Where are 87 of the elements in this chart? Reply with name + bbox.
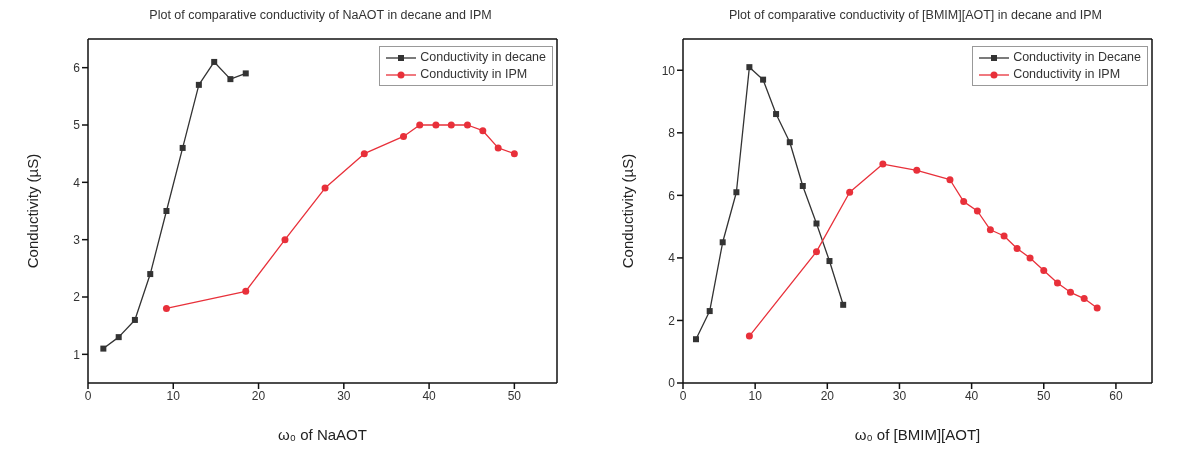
y-tick-label: 2 — [668, 313, 676, 328]
point — [1013, 245, 1021, 253]
y-tick-label: 4 — [668, 251, 676, 266]
point — [211, 58, 218, 65]
point — [494, 144, 502, 152]
point — [242, 70, 249, 77]
point — [692, 336, 699, 343]
x-axis-title: ω₀ of [BMIM][AOT] — [854, 426, 981, 443]
y-tick-label: 0 — [668, 376, 676, 391]
x-tick-label: 40 — [964, 388, 979, 403]
point — [946, 176, 954, 184]
point — [510, 150, 518, 158]
point — [416, 121, 424, 129]
point — [973, 207, 981, 215]
point — [846, 188, 854, 196]
point — [321, 184, 329, 192]
y-tick-label: 5 — [73, 118, 81, 133]
point — [1026, 254, 1034, 262]
x-tick-label: 10 — [166, 388, 181, 403]
point — [1066, 288, 1074, 296]
x-tick-label: 10 — [748, 388, 763, 403]
x-tick-label: 0 — [84, 388, 92, 403]
point — [799, 182, 806, 189]
point — [179, 144, 186, 151]
point — [826, 258, 833, 265]
y-tick-label: 10 — [661, 63, 676, 78]
point — [1053, 279, 1061, 287]
point — [706, 308, 713, 315]
x-tick-label: 50 — [507, 388, 522, 403]
x-tick-label: 20 — [251, 388, 266, 403]
point — [1093, 304, 1101, 312]
y-tick-label: 3 — [73, 232, 81, 247]
y-tick-label: 8 — [668, 126, 676, 141]
legend-label: Conductivity in IPM — [420, 66, 528, 83]
point — [840, 301, 847, 308]
point — [432, 121, 440, 129]
chart-title: Plot of comparative conductivity of NaAOT in decane and IPM — [148, 8, 493, 24]
y-tick-label: 2 — [73, 290, 81, 305]
point — [746, 64, 753, 71]
y-axis-title: Conductivity (µS) — [24, 153, 42, 269]
x-tick-label: 30 — [892, 388, 907, 403]
x-tick-label: 40 — [422, 388, 437, 403]
point — [227, 76, 234, 83]
x-tick-label: 0 — [679, 388, 687, 403]
point — [1080, 295, 1088, 303]
point — [1040, 266, 1048, 274]
point — [131, 316, 138, 323]
legend-label: Conductivity in IPM — [1013, 66, 1121, 83]
x-tick-label: 20 — [820, 388, 835, 403]
point — [100, 345, 107, 352]
point — [760, 76, 767, 83]
point — [400, 132, 408, 140]
point — [913, 166, 921, 174]
point — [1000, 232, 1008, 240]
point — [147, 271, 154, 278]
point — [879, 160, 887, 168]
y-axis-title: Conductivity (µS) — [619, 153, 637, 269]
point — [360, 150, 368, 158]
y-tick-label: 4 — [73, 175, 81, 190]
point — [115, 334, 122, 341]
point — [163, 208, 170, 214]
y-tick-label: 1 — [73, 347, 81, 362]
point — [242, 287, 250, 295]
point — [812, 248, 820, 256]
x-tick-label: 60 — [1109, 388, 1123, 403]
point — [813, 220, 820, 227]
x-axis-title: ω₀ of NaAOT — [278, 426, 367, 443]
point — [733, 189, 740, 196]
x-tick-label: 30 — [337, 388, 351, 403]
point — [447, 121, 455, 129]
point — [786, 139, 793, 146]
point — [463, 121, 471, 129]
y-tick-label: 6 — [668, 188, 676, 203]
point — [773, 111, 780, 118]
point — [719, 239, 726, 246]
x-tick-label: 50 — [1037, 388, 1051, 403]
point — [195, 81, 202, 88]
chart-title: Plot of comparative conductivity of [BMIM][AOT] in decane and IPM — [727, 8, 1104, 24]
legend-label: Conductivity in decane — [420, 49, 546, 66]
point — [960, 198, 968, 206]
legend-label: Conductivity in Decane — [1013, 49, 1141, 66]
point — [162, 304, 170, 312]
point — [745, 332, 753, 340]
y-tick-label: 6 — [73, 60, 81, 75]
point — [986, 226, 994, 234]
point — [479, 127, 487, 135]
point — [281, 236, 289, 244]
